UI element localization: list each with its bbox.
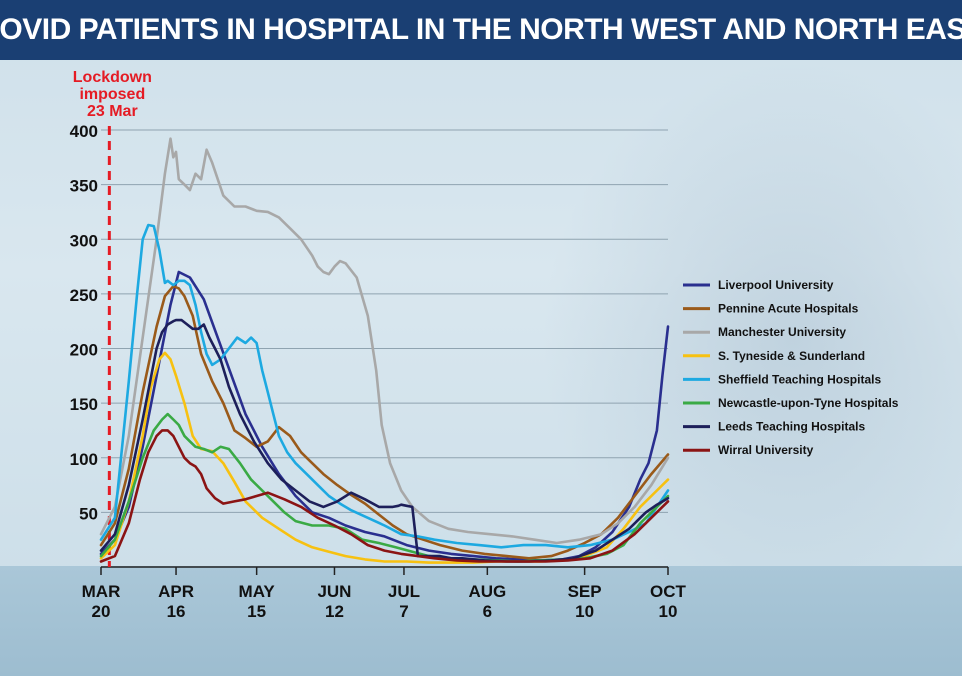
series-line-1 [99,270,670,562]
x-tick-month-mar: MAR [82,582,121,601]
x-tick-day-jul: 7 [399,602,408,621]
y-tick-label-150: 150 [70,395,98,414]
legend-label-4: S. Tyneside & Sunderland [718,349,865,363]
x-tick-month-sep: SEP [568,582,602,601]
series-line-8 [99,429,670,563]
x-tick-day-apr: 16 [167,602,186,621]
y-tick-label-350: 350 [70,177,98,196]
legend: Liverpool University Pennine Acute Hospit… [683,278,899,457]
x-tick-day-sep: 10 [575,602,594,621]
legend-label-1: Liverpool University [718,278,834,292]
x-axis-band [0,566,962,676]
series-lines [99,137,670,564]
series-line-5 [99,223,670,549]
lockdown-label-line-3: 23 Mar [87,103,138,120]
lockdown-label-line-1: Lockdown [73,69,152,86]
x-tick-day-may: 15 [247,602,266,621]
y-axis: 50 100 150 200 250 300 350 400 [70,122,98,523]
y-tick-label-400: 400 [70,122,98,141]
y-tick-label-200: 200 [70,341,98,360]
legend-label-5: Sheffield Teaching Hospitals [718,372,881,386]
legend-label-2: Pennine Acute Hospitals [718,302,859,316]
x-tick-day-oct: 10 [659,602,678,621]
y-tick-label-100: 100 [70,450,98,469]
series-line-3 [99,137,670,545]
y-tick-label-50: 50 [79,504,98,523]
legend-label-6: Newcastle-upon-Tyne Hospitals [718,396,899,410]
x-tick-month-apr: APR [158,582,194,601]
x-tick-month-may: MAY [239,582,276,601]
x-tick-day-mar: 20 [92,602,111,621]
x-tick-month-jun: JUN [317,582,351,601]
x-tick-month-jul: JUL [388,582,420,601]
x-tick-day-aug: 6 [483,602,492,621]
x-tick-month-aug: AUG [468,582,506,601]
y-tick-label-300: 300 [70,231,98,250]
legend-label-7: Leeds Teaching Hospitals [718,420,865,434]
grid-lines [101,129,668,513]
chart-title: COVID PATIENTS IN HOSPITAL IN THE NORTH … [0,0,962,60]
legend-label-8: Wirral University [718,443,814,457]
lockdown-label-line-2: imposed [79,86,145,103]
x-tick-month-oct: OCT [650,582,687,601]
y-tick-label-250: 250 [70,286,98,305]
x-tick-day-jun: 12 [325,602,344,621]
series-line-2 [99,284,670,560]
legend-label-3: Manchester University [718,325,846,339]
background-photo [540,60,962,566]
